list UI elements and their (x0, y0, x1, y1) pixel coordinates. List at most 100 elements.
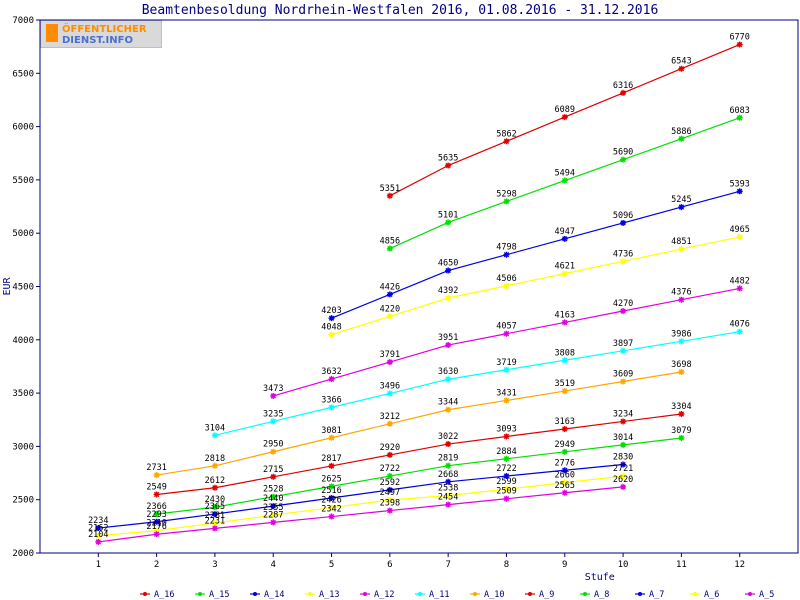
data-point (561, 388, 568, 395)
data-point (386, 245, 393, 252)
data-label: 2497 (380, 488, 400, 498)
data-point (328, 462, 335, 469)
data-point (270, 493, 277, 500)
series-line (156, 371, 682, 476)
legend-marker (143, 592, 147, 596)
data-label: 4163 (555, 310, 575, 320)
legend-item-a_14: A_14 (250, 590, 284, 600)
data-label: 2366 (146, 502, 166, 512)
data-label: 3519 (555, 379, 575, 389)
data-point (736, 328, 743, 335)
data-label: 3951 (438, 333, 458, 343)
data-point (561, 319, 568, 326)
data-point (678, 410, 685, 417)
data-label: 2454 (438, 493, 458, 503)
axes: 2000 2500 3000 3500 4000 4500 5000 5500 6000 6500… (12, 16, 745, 570)
data-point (620, 156, 627, 163)
data-label: 2516 (321, 486, 341, 496)
data-point (620, 219, 627, 226)
data-label: 3366 (321, 395, 341, 405)
data-label: 2721 (613, 464, 633, 474)
data-point (561, 467, 568, 474)
legend-marker (583, 592, 587, 596)
data-label: 3808 (555, 348, 575, 358)
series-a_16 (386, 41, 743, 199)
legend-item-a_5: A_5 (745, 590, 774, 600)
legend-item-a_13: A_13 (305, 590, 339, 600)
data-point (95, 525, 102, 532)
data-label: 4650 (438, 259, 458, 269)
x-axis-label: Stufe (585, 572, 615, 583)
data-label: 3719 (496, 358, 516, 368)
legend-item-a_15: A_15 (195, 590, 229, 600)
data-label: 3791 (380, 350, 400, 360)
data-point (561, 489, 568, 496)
y-tick-label: 3000 (12, 442, 34, 452)
data-point (678, 296, 685, 303)
legend-marker (473, 592, 477, 596)
data-label: 3104 (205, 423, 225, 433)
data-point (620, 258, 627, 265)
data-label: 3235 (263, 409, 283, 419)
data-point (678, 338, 685, 345)
legend-marker (693, 592, 697, 596)
data-label: 6083 (729, 106, 749, 116)
data-label: 6770 (729, 33, 749, 43)
data-label: 2549 (146, 482, 166, 492)
data-point (211, 520, 218, 527)
logo-mark (46, 24, 58, 42)
y-axis-label: EUR (2, 276, 13, 295)
data-point (328, 376, 335, 383)
x-tick-label: 1 (96, 560, 101, 570)
data-point (445, 162, 452, 169)
data-label: 2620 (613, 475, 633, 485)
data-point (386, 497, 393, 504)
data-point (328, 483, 335, 490)
data-label: 3212 (380, 412, 400, 422)
data-label: 4426 (380, 282, 400, 292)
data-point (386, 451, 393, 458)
data-label: 2538 (438, 484, 458, 494)
y-tick-label: 4000 (12, 336, 34, 346)
data-label: 4076 (729, 320, 749, 330)
data-label: 3698 (671, 360, 691, 370)
data-point (503, 330, 510, 337)
data-point (561, 235, 568, 242)
data-point (270, 512, 277, 519)
series-line (214, 331, 740, 436)
data-label: 4392 (438, 286, 458, 296)
data-point (503, 251, 510, 258)
data-point (386, 390, 393, 397)
data-label: 2430 (205, 495, 225, 505)
data-label: 2625 (321, 474, 341, 484)
legend-marker (748, 592, 752, 596)
data-label: 2426 (321, 496, 341, 506)
legend-label: A_11 (429, 590, 449, 600)
data-point (328, 315, 335, 322)
data-point (620, 347, 627, 354)
data-point (736, 285, 743, 292)
data-label: 4048 (321, 323, 341, 333)
series-a_9 (153, 410, 685, 498)
data-point (270, 392, 277, 399)
x-tick-label: 8 (504, 560, 509, 570)
data-label: 2509 (496, 487, 516, 497)
x-tick-label: 7 (445, 560, 450, 570)
data-point (328, 504, 335, 511)
data-point (328, 513, 335, 520)
data-point (561, 479, 568, 486)
data-label: 3496 (380, 382, 400, 392)
data-label: 2528 (263, 485, 283, 495)
legend-label: A_10 (484, 590, 504, 600)
data-point (328, 494, 335, 501)
data-point (270, 473, 277, 480)
series-a_13 (328, 233, 743, 338)
series-a_11 (211, 328, 743, 439)
data-label: 2950 (263, 440, 283, 450)
data-label: 2440 (263, 494, 283, 504)
data-label: 5245 (671, 195, 691, 205)
data-point (503, 397, 510, 404)
data-point (445, 295, 452, 302)
data-label: 3431 (496, 388, 516, 398)
data-label: 4376 (671, 288, 691, 298)
